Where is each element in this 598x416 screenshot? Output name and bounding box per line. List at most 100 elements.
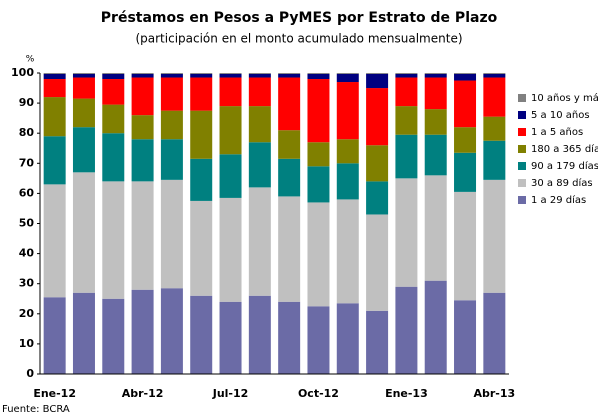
bar-segment [72, 77, 95, 99]
bar-segment [248, 77, 271, 107]
legend-swatch [518, 145, 526, 153]
bar-segment [190, 200, 213, 296]
bar-segment [160, 77, 183, 111]
bar-segment [278, 301, 301, 374]
bar-segment [102, 104, 125, 134]
bar-segment [248, 142, 271, 188]
bar-segment [72, 73, 95, 78]
bar-segment [248, 187, 271, 296]
bar-segment [43, 97, 66, 137]
x-tick-label: Ene-13 [385, 387, 428, 400]
bar-segment [307, 73, 330, 74]
bar-segment [190, 158, 213, 201]
bar-segment [190, 73, 213, 74]
bar-segment [483, 179, 506, 293]
bar-segment [483, 73, 506, 78]
bar-segment [102, 73, 125, 74]
bar-segment [278, 77, 301, 131]
bar-segment [219, 106, 242, 155]
bar-segment [483, 292, 506, 374]
bar-segment [307, 73, 330, 80]
bar-segment [160, 288, 183, 374]
bar-segment [307, 306, 330, 374]
bar-segment [424, 77, 447, 110]
bar-segment [248, 295, 271, 374]
bar-segment [424, 280, 447, 374]
bar-segment [307, 79, 330, 143]
bar-segment [454, 152, 477, 192]
y-tick-label: 40 [19, 247, 35, 260]
legend-swatch [518, 94, 526, 102]
y-tick-label: 100 [11, 66, 34, 79]
bar-segment [307, 202, 330, 307]
bar-segment [366, 214, 389, 311]
x-tick-label: Jul-12 [212, 387, 249, 400]
bar-segment [395, 73, 418, 74]
bar-segment [336, 303, 359, 374]
y-tick-label: 70 [19, 156, 35, 169]
bar-segment [72, 127, 95, 173]
bar-segment [424, 134, 447, 176]
bar-segment [72, 292, 95, 374]
bar-segment [160, 73, 183, 78]
bar-segment [248, 73, 271, 78]
bar-segment [366, 181, 389, 215]
bar-segment [190, 295, 213, 374]
bar-segment [454, 80, 477, 128]
y-unit: % [26, 55, 35, 65]
bar-segment [336, 82, 359, 140]
bar-segment [131, 181, 154, 290]
bar-segment [219, 77, 242, 107]
bar-segment [307, 166, 330, 203]
y-tick-label: 50 [19, 217, 35, 230]
bar-segment [483, 73, 506, 74]
bar-segment [424, 109, 447, 135]
x-tick-label: Ene-12 [33, 387, 76, 400]
legend-label: 30 a 89 días [531, 177, 593, 189]
bar-segment [43, 297, 66, 374]
bar-segment [336, 199, 359, 304]
bar-segment [43, 73, 66, 74]
bar-segment [131, 73, 154, 74]
bar-segment [131, 73, 154, 78]
y-tick-label: 90 [19, 96, 35, 109]
bar-segment [366, 73, 389, 89]
bar-segment [336, 163, 359, 200]
bar-segment [102, 298, 125, 374]
bar-segment [366, 310, 389, 374]
legend-label: 10 años y más [531, 92, 598, 104]
legend-label: 1 a 29 días [531, 194, 586, 206]
bar-segment [190, 77, 213, 111]
bar-segment [102, 181, 125, 299]
y-tick-label: 20 [19, 307, 35, 320]
bar-segment [102, 133, 125, 182]
source: Fuente: BCRA [2, 404, 70, 415]
bar-segment [483, 140, 506, 180]
bar-segment [454, 300, 477, 374]
bar-segment [131, 115, 154, 140]
bar-segment [366, 73, 389, 74]
y-tick-label: 60 [19, 186, 35, 199]
bar-segment [248, 73, 271, 74]
bar-segment [43, 136, 66, 185]
bar-segment [395, 73, 418, 78]
chart-subtitle: (participación en el monto acumulado men… [135, 32, 462, 46]
bar-segment [43, 73, 66, 80]
bar-segment [424, 73, 447, 74]
bar-segment [72, 98, 95, 128]
bar-segment [454, 127, 477, 153]
bar-segment [131, 289, 154, 374]
x-tick-label: Abr-12 [122, 387, 164, 400]
bar-segment [424, 175, 447, 281]
legend-swatch [518, 111, 526, 119]
y-tick-label: 30 [19, 277, 35, 290]
x-tick-label: Abr-13 [474, 387, 516, 400]
bar-segment [278, 73, 301, 74]
bar-segment [131, 139, 154, 182]
y-tick-label: 10 [19, 337, 35, 350]
bar-segment [160, 110, 183, 140]
legend-swatch [518, 179, 526, 187]
bar-segment [160, 73, 183, 74]
legend-label: 90 a 179 días [531, 160, 598, 172]
legend-swatch [518, 128, 526, 136]
